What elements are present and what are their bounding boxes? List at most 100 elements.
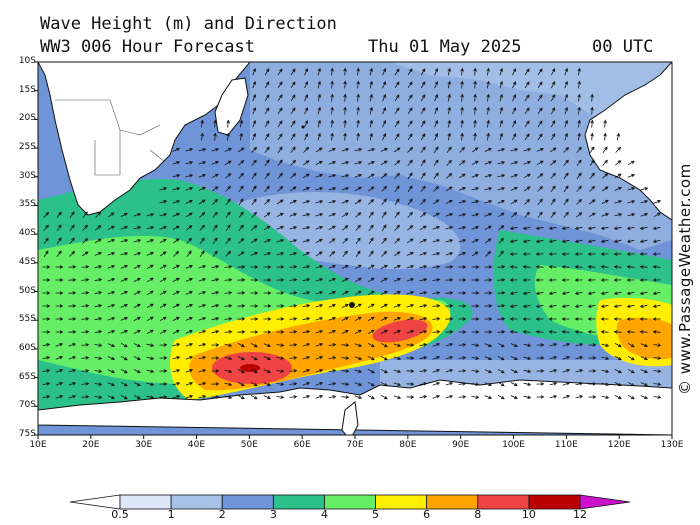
direction-arrow — [393, 251, 401, 257]
direction-arrow — [445, 213, 454, 217]
amery-ice-shelf — [341, 401, 359, 435]
direction-arrow — [367, 381, 375, 387]
direction-arrow — [407, 94, 413, 102]
direction-arrow — [328, 238, 336, 244]
direction-arrow — [393, 264, 401, 269]
direction-arrow — [315, 395, 324, 399]
direction-arrow — [354, 186, 362, 191]
direction-arrow — [238, 211, 244, 219]
direction-arrow — [380, 303, 388, 308]
direction-arrow — [406, 343, 415, 347]
direction-arrow — [639, 278, 648, 282]
direction-arrow — [356, 67, 360, 76]
direction-arrow — [548, 291, 557, 295]
direction-arrow — [473, 119, 477, 128]
direction-arrow — [587, 330, 596, 334]
direction-arrow — [471, 304, 480, 308]
direction-arrow — [251, 172, 257, 180]
direction-arrow — [445, 317, 454, 321]
direction-arrow — [497, 304, 506, 308]
direction-arrow — [434, 81, 439, 89]
direction-arrow — [561, 239, 570, 243]
direction-arrow — [394, 185, 400, 193]
direction-arrow — [237, 291, 246, 295]
direction-arrow — [381, 211, 387, 219]
direction-arrow — [600, 330, 609, 334]
direction-arrow — [420, 198, 426, 205]
direction-arrow — [509, 252, 518, 256]
direction-arrow — [640, 187, 649, 191]
direction-arrow — [447, 106, 451, 115]
colorbar-label: 1 — [167, 508, 175, 521]
direction-arrow — [199, 212, 206, 218]
direction-arrow — [133, 226, 142, 230]
direction-arrow — [225, 185, 231, 192]
direction-arrow — [484, 317, 493, 321]
direction-arrow — [564, 132, 568, 141]
direction-arrow — [276, 369, 285, 373]
direction-arrow — [574, 226, 583, 230]
direction-arrow — [211, 173, 219, 179]
direction-arrow — [394, 198, 400, 206]
direction-arrow — [382, 81, 387, 89]
direction-arrow — [198, 395, 207, 399]
direction-arrow — [304, 107, 309, 115]
direction-arrow — [328, 395, 337, 399]
direction-arrow — [486, 106, 490, 115]
direction-arrow — [471, 278, 480, 282]
direction-arrow — [432, 317, 441, 321]
direction-arrow — [509, 239, 518, 243]
direction-arrow — [639, 304, 648, 308]
direction-arrow — [574, 317, 583, 321]
direction-arrow — [407, 133, 413, 141]
direction-arrow — [146, 382, 155, 386]
direction-arrow — [380, 316, 388, 321]
direction-arrow — [367, 277, 375, 283]
direction-arrow — [238, 172, 244, 179]
direction-arrow — [225, 224, 231, 232]
direction-arrow — [499, 67, 503, 76]
direction-arrow — [537, 211, 543, 219]
direction-arrow — [211, 382, 220, 386]
direction-arrow — [537, 185, 543, 192]
direction-arrow — [460, 67, 464, 76]
direction-arrow — [133, 343, 141, 348]
direction-arrow — [473, 132, 477, 141]
direction-arrow — [328, 187, 337, 191]
direction-arrow — [107, 252, 116, 256]
direction-arrow — [250, 304, 259, 308]
direction-arrow — [536, 369, 545, 373]
direction-arrow — [341, 382, 350, 386]
direction-arrow — [394, 238, 401, 244]
colorbar-label: 2 — [218, 508, 226, 521]
direction-arrow — [613, 317, 622, 321]
direction-arrow — [69, 250, 76, 257]
direction-arrow — [524, 211, 530, 218]
longitude-label: 90E — [452, 440, 470, 450]
direction-arrow — [626, 330, 635, 334]
direction-arrow — [252, 120, 257, 128]
direction-arrow — [276, 212, 284, 217]
direction-arrow — [250, 330, 259, 334]
direction-arrow — [369, 132, 373, 141]
direction-arrow — [434, 133, 439, 141]
direction-arrow — [172, 200, 181, 204]
direction-arrow — [42, 356, 51, 360]
direction-arrow — [81, 317, 90, 321]
direction-arrow — [447, 80, 451, 89]
direction-arrow — [146, 356, 155, 360]
direction-arrow — [510, 395, 518, 400]
direction-arrow — [406, 395, 415, 399]
direction-arrow — [367, 329, 375, 335]
direction-arrow — [458, 291, 467, 295]
direction-arrow — [55, 304, 64, 308]
direction-arrow — [447, 119, 451, 128]
direction-arrow — [523, 395, 532, 399]
direction-arrow — [43, 250, 49, 258]
direction-arrow — [588, 369, 597, 373]
direction-arrow — [523, 369, 532, 373]
direction-arrow — [562, 356, 571, 360]
direction-arrow — [497, 291, 506, 295]
direction-arrow — [627, 355, 635, 361]
direction-arrow — [186, 237, 192, 244]
